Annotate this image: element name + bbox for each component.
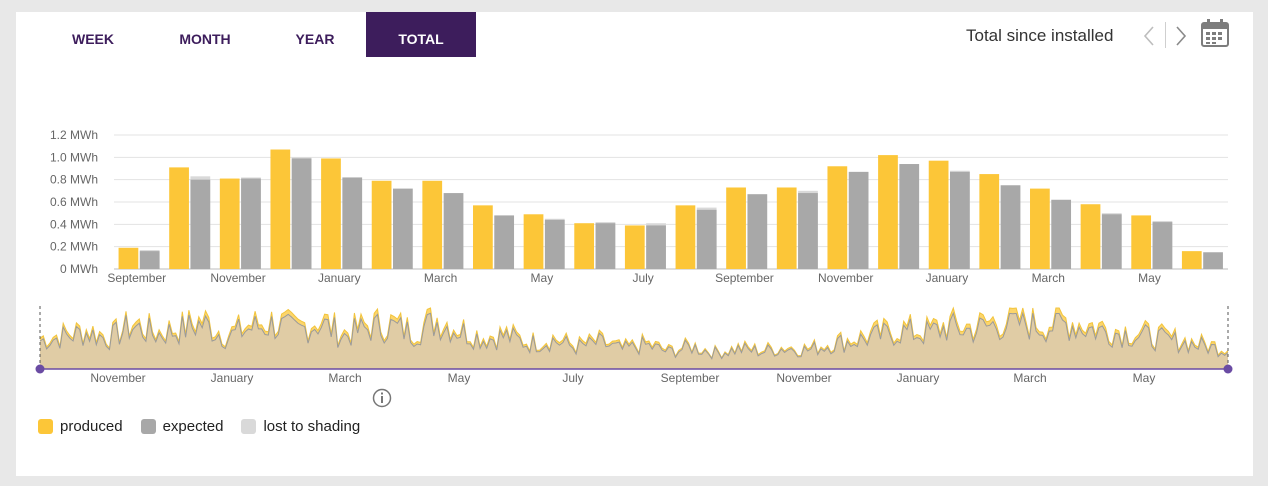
bar-produced (776, 187, 797, 269)
navigator-handle-right[interactable] (1223, 364, 1233, 374)
bar-expected (747, 194, 768, 269)
bar-produced (371, 180, 392, 269)
legend-item-expected[interactable]: expected (140, 418, 224, 435)
bar-expected (696, 209, 717, 269)
bar-produced (1181, 251, 1202, 269)
bar-produced (675, 205, 696, 269)
legend-swatch-produced (38, 419, 53, 434)
calendar-icon[interactable] (1200, 18, 1230, 48)
legend-item-lost[interactable]: lost to shading (241, 418, 360, 435)
bar-produced (726, 187, 746, 269)
legend-label-lost: lost to shading (263, 418, 361, 435)
bar-expected (1051, 199, 1072, 269)
x-tick-label: November (818, 271, 873, 285)
tab-total[interactable]: TOTAL (366, 12, 476, 57)
bar-expected (1203, 252, 1223, 269)
bar-expected (443, 193, 464, 269)
energy-panel: WEEK MONTH YEAR TOTAL Total since instal… (16, 12, 1253, 476)
y-tick-label: 0.6 MWh (50, 195, 98, 209)
navigator-tick-label: July (562, 371, 583, 385)
bar-expected (1101, 214, 1122, 269)
bar-expected (595, 223, 616, 269)
x-tick-label: January (318, 271, 361, 285)
bar-produced (473, 205, 493, 269)
x-tick-label: May (531, 271, 554, 285)
bar-produced (878, 155, 898, 269)
navigator-tick-label: May (1133, 371, 1156, 385)
production-chart: 0 MWh 0.2 MWh 0.4 MWh 0.6 MWh 0.8 MWh 1.0 MWh… (35, 128, 1233, 385)
legend-label-produced: produced (60, 418, 123, 435)
navigator-tick-label: May (448, 371, 471, 385)
y-tick-label: 1.2 MWh (50, 128, 98, 142)
navigator-tick-label: March (328, 371, 361, 385)
bar-produced (928, 160, 949, 269)
nav-divider (1165, 22, 1166, 48)
y-tick-label: 0 MWh (60, 262, 98, 276)
bar-expected (848, 171, 869, 269)
x-tick-label: May (1138, 271, 1161, 285)
period-tabs: WEEK MONTH YEAR TOTAL (40, 12, 476, 57)
bar-expected (291, 158, 312, 269)
bar-produced (219, 178, 240, 269)
bar-expected (544, 219, 565, 269)
x-tick-label: September (107, 271, 166, 285)
chart-legend: produced expected lost to shading (38, 418, 378, 435)
bar-expected (494, 215, 515, 269)
bar-produced (321, 158, 341, 269)
y-tick-label: 0.4 MWh (50, 217, 98, 231)
bar-expected (139, 251, 160, 269)
bar-produced (422, 180, 443, 269)
bar-expected (241, 178, 261, 269)
period-label: Total since installed (966, 26, 1114, 45)
bar-produced (169, 167, 189, 269)
bar-expected (342, 177, 363, 269)
bar-expected (798, 193, 818, 269)
x-tick-label: January (926, 271, 969, 285)
legend-swatch-expected (140, 419, 156, 434)
bar-produced (118, 247, 139, 269)
y-tick-label: 0.8 MWh (50, 173, 98, 187)
legend-label-expected: expected (162, 418, 224, 435)
x-tick-label: November (210, 271, 265, 285)
y-tick-label: 1.0 MWh (50, 150, 98, 164)
bar-produced (624, 225, 645, 269)
x-tick-label: March (1032, 271, 1065, 285)
bar-produced (979, 174, 1000, 269)
bar-produced (270, 149, 291, 269)
bar-produced (574, 223, 595, 269)
bar-expected (190, 179, 211, 269)
bar-expected (1000, 185, 1021, 269)
y-tick-label: 0.2 MWh (50, 240, 98, 254)
bar-produced (1080, 204, 1101, 269)
chevron-left-icon[interactable] (1140, 24, 1158, 48)
legend-item-produced[interactable]: produced (38, 418, 123, 435)
bar-produced (1131, 215, 1152, 269)
bar-expected (1152, 222, 1173, 269)
tab-year[interactable]: YEAR (295, 31, 335, 47)
chevron-right-icon[interactable] (1172, 24, 1190, 48)
bar-expected (950, 171, 970, 269)
bar-expected (646, 225, 666, 269)
navigator-tick-label: January (211, 371, 254, 385)
bar-produced (1030, 188, 1050, 269)
bar-produced (827, 166, 848, 269)
navigator-tick-label: January (897, 371, 940, 385)
x-tick-label: July (632, 271, 653, 285)
tab-week[interactable]: WEEK (72, 31, 114, 47)
navigator-tick-label: November (776, 371, 831, 385)
bar-produced (523, 214, 544, 269)
navigator-line-expected (39, 311, 1229, 360)
navigator-tick-label: March (1013, 371, 1046, 385)
bar-expected (899, 164, 920, 269)
navigator-area-expected (40, 313, 1228, 369)
x-tick-label: September (715, 271, 774, 285)
navigator-tick-label: November (90, 371, 145, 385)
x-tick-label: March (424, 271, 457, 285)
legend-swatch-lost (241, 419, 257, 434)
info-icon[interactable] (372, 388, 392, 408)
navigator-handle-left[interactable] (35, 364, 45, 374)
bar-expected (393, 188, 413, 269)
navigator-tick-label: September (661, 371, 720, 385)
tab-month[interactable]: MONTH (179, 31, 231, 47)
